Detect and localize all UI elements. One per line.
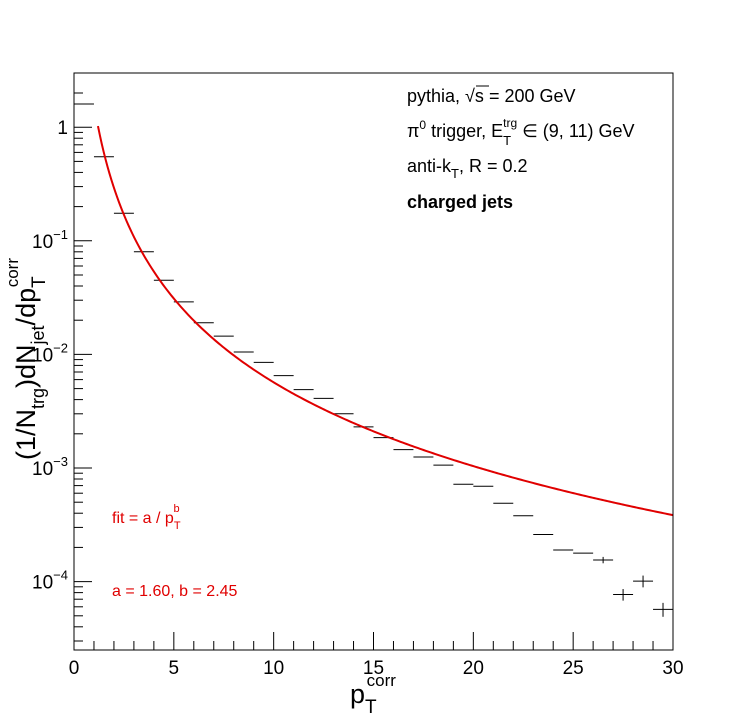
y-tick-label: 10−4 bbox=[32, 568, 68, 594]
fit-function-label: fit = a / pTb bbox=[112, 503, 181, 532]
annotation-jet-type: charged jets bbox=[407, 192, 513, 212]
x-tick-label: 20 bbox=[463, 658, 484, 679]
y-tick-label: 10−1 bbox=[32, 227, 68, 253]
x-axis: 0 5 10 15 20 25 30 bbox=[69, 632, 684, 679]
annotation-block: pythia, √s = 200 GeV π0 trigger, ETtrg ∈… bbox=[407, 85, 635, 212]
fit-parameters-label: a = 1.60, b = 2.45 bbox=[112, 583, 238, 600]
data-point bbox=[633, 575, 654, 588]
x-axis-title: pTcorr bbox=[350, 671, 396, 718]
fit-curve-group bbox=[96, 125, 674, 517]
annotation-algorithm: anti-kT, R = 0.2 bbox=[407, 156, 528, 181]
data-point bbox=[593, 556, 614, 564]
y-tick-label: 1 bbox=[57, 118, 68, 139]
x-tick-label: 0 bbox=[69, 658, 80, 679]
x-tick-label: 10 bbox=[263, 658, 284, 679]
y-axis: 1 10−1 10−2 10−3 10−4 bbox=[32, 72, 92, 642]
annotation-trigger: π0 trigger, ETtrg ∈ (9, 11) GeV bbox=[407, 116, 635, 148]
y-tick-label: 10−3 bbox=[32, 454, 68, 480]
fit-curve bbox=[96, 125, 674, 517]
y-tick-label: 10−2 bbox=[32, 340, 68, 366]
data-point bbox=[653, 602, 673, 617]
data-point bbox=[613, 589, 634, 601]
x-tick-label: 5 bbox=[169, 658, 180, 679]
x-tick-label: 25 bbox=[563, 658, 584, 679]
annotation-generator: pythia, √s = 200 GeV bbox=[407, 86, 576, 106]
x-tick-label: 30 bbox=[662, 658, 683, 679]
x-tick-label: 15 bbox=[363, 658, 384, 679]
y-axis-title: (1/Ntrg)dNjet/dpTcorr bbox=[3, 258, 50, 460]
